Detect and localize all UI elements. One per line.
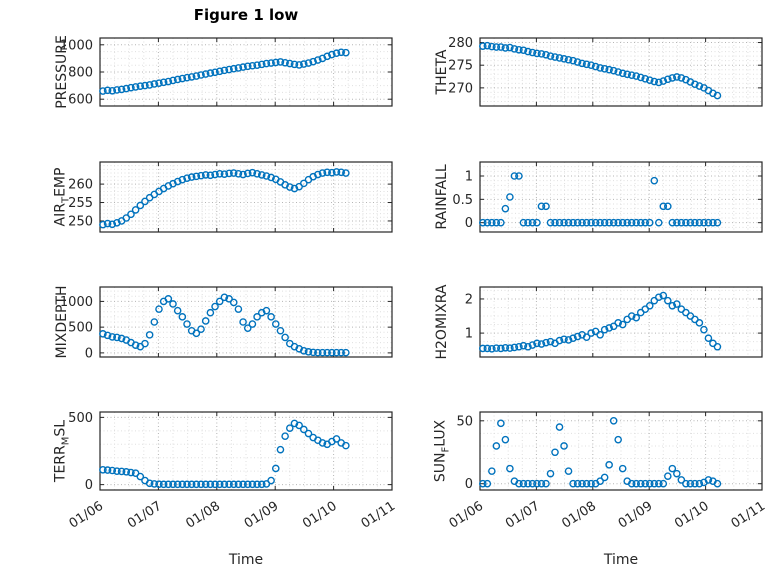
svg-text:2: 2 [465, 292, 473, 307]
h2omixra-y-axis-label: H2OMIXRA [434, 284, 450, 360]
sunflux-y-axis-label: SUNFLUX [432, 419, 452, 483]
svg-text:01/07: 01/07 [503, 499, 543, 532]
svg-text:1: 1 [465, 170, 473, 185]
svg-text:500: 500 [68, 411, 93, 426]
svg-text:01/11: 01/11 [359, 499, 399, 532]
svg-text:600: 600 [68, 93, 93, 108]
svg-text:01/11: 01/11 [729, 499, 769, 532]
theta-chart: 270 275 280 [448, 36, 763, 107]
svg-text:270: 270 [448, 81, 473, 96]
rainfall-y-axis-label: RAINFALL [434, 164, 450, 230]
svg-text:01/08: 01/08 [559, 499, 599, 532]
svg-text:1: 1 [465, 327, 473, 342]
svg-text:800: 800 [68, 66, 93, 81]
svg-text:01/06: 01/06 [67, 499, 107, 532]
svg-text:0: 0 [85, 346, 93, 361]
airtemp-chart: 250 255 260 [68, 161, 393, 233]
rainfall-chart: 00.51 [452, 161, 763, 233]
svg-text:280: 280 [448, 36, 473, 51]
svg-text:01/10: 01/10 [300, 499, 340, 532]
svg-text:0: 0 [85, 478, 93, 493]
pressure-chart: 600 800 1000 [60, 37, 393, 108]
svg-text:01/10: 01/10 [672, 499, 712, 532]
svg-text:1000: 1000 [60, 38, 93, 53]
terrmsl-y-axis-label: TERRMSL [52, 419, 72, 483]
time-x-axis-label-left: Time [228, 552, 264, 568]
svg-text:01/06: 01/06 [447, 499, 487, 532]
pressure-y-axis-label: PRESSURE [54, 35, 70, 109]
airtemp-y-axis-label: AIRTEMP [52, 167, 72, 227]
h2omixra-chart: 12 [465, 286, 763, 358]
svg-text:01/09: 01/09 [616, 499, 656, 532]
figure-title: Figure 1 low [193, 6, 299, 24]
time-x-axis-label-right: Time [603, 552, 639, 568]
mixdepth-chart: 0 500 1000 [60, 286, 393, 361]
mixdepth-y-axis-label: MIXDEPTH [54, 285, 70, 359]
svg-text:01/09: 01/09 [242, 499, 282, 532]
svg-text:0: 0 [465, 477, 473, 492]
svg-text:255: 255 [68, 196, 93, 211]
svg-text:275: 275 [448, 59, 473, 74]
svg-text:250: 250 [68, 214, 93, 229]
theta-y-axis-label: THETA [434, 49, 450, 95]
svg-text:01/08: 01/08 [183, 499, 223, 532]
svg-text:0.5: 0.5 [452, 193, 473, 208]
svg-text:01/07: 01/07 [125, 499, 165, 532]
terrmsl-chart: 0 500 01/06 01/07 01/08 01/09 01/10 01/11 [67, 411, 399, 532]
svg-text:260: 260 [68, 178, 93, 193]
svg-text:50: 50 [456, 414, 473, 429]
sunflux-chart: 0 50 01/06 01/07 01/08 01/09 01/10 01/11 [447, 411, 769, 532]
svg-text:0: 0 [465, 216, 473, 231]
svg-text:500: 500 [68, 321, 93, 336]
svg-text:1000: 1000 [60, 295, 93, 310]
